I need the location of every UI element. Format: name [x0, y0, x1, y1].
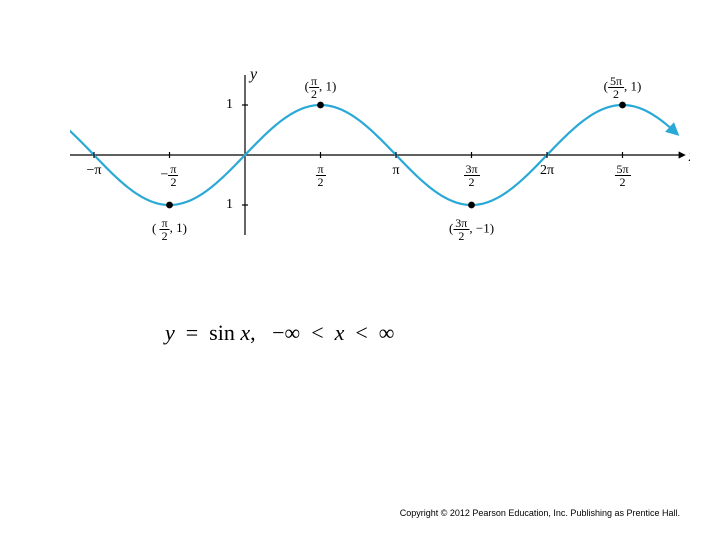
axis-tick-label: 1: [226, 97, 233, 113]
sine-chart: yx −π−π2π2π3π22π5π211( π2, 1)(π2, 1)(3π2…: [70, 65, 670, 245]
axis-tick-label: 1: [226, 197, 233, 213]
axis-tick-label: −π: [87, 163, 102, 179]
axis-tick-label: π2: [315, 163, 325, 188]
axis-tick-label: 2π: [540, 163, 554, 179]
axis-tick-label: 5π2: [614, 163, 630, 188]
svg-text:y: y: [248, 66, 258, 83]
point-label: ( π2, 1): [152, 217, 187, 242]
axis-tick-label: 3π2: [463, 163, 479, 188]
axis-tick-label: π: [392, 163, 399, 179]
point-label: (5π2, 1): [604, 75, 642, 100]
equation-caption: y = sin x, −∞ < x < ∞: [165, 320, 394, 346]
point-label: (π2, 1): [305, 75, 337, 100]
axis-tick-label: −π2: [161, 163, 179, 188]
point-label: (3π2, −1): [449, 217, 494, 242]
svg-text:x: x: [688, 148, 690, 165]
copyright-text: Copyright © 2012 Pearson Education, Inc.…: [400, 508, 680, 518]
